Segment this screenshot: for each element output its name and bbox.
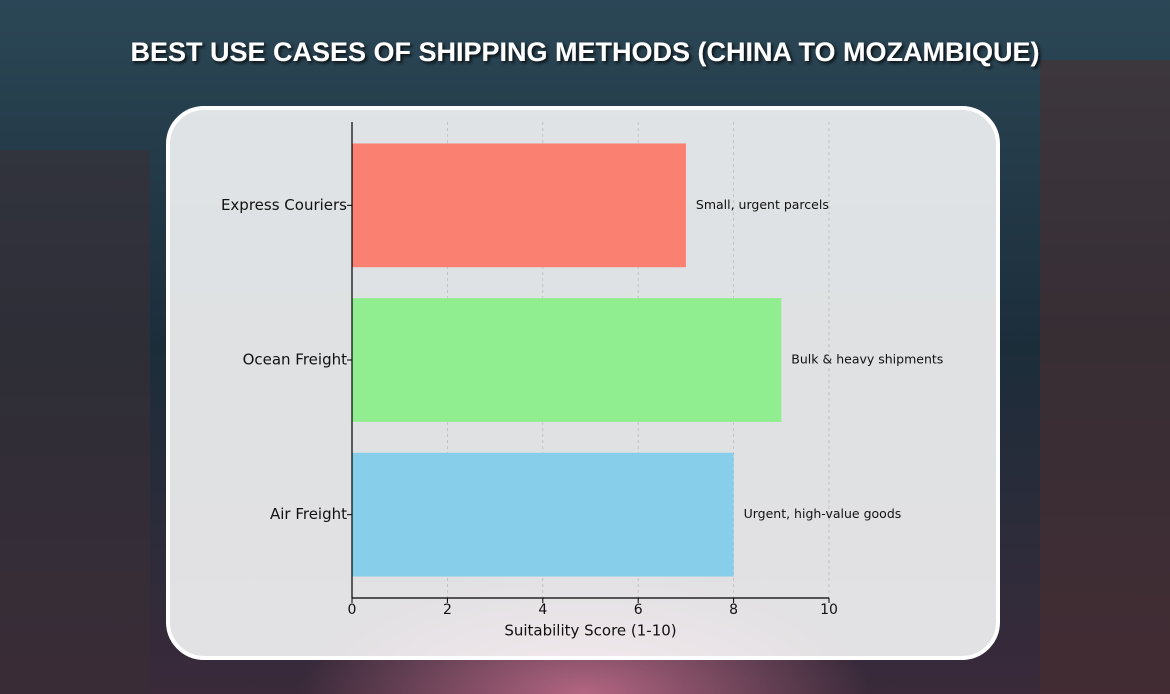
bar-annotation: Urgent, high-value goods <box>744 506 902 521</box>
y-tick-label: Express Couriers <box>221 196 347 214</box>
plot-area: 0 2 4 6 8 10 Small, urgent parcels Express Cour… <box>221 122 943 640</box>
x-tick-label: 6 <box>634 602 643 618</box>
bar-annotation: Bulk & heavy shipments <box>791 352 943 367</box>
bar-annotation: Small, urgent parcels <box>696 197 829 212</box>
x-tick-label: 10 <box>820 602 838 618</box>
x-tick-label: 4 <box>538 602 547 618</box>
bar <box>352 298 782 422</box>
x-tick-label: 2 <box>443 602 452 618</box>
x-tick-label: 8 <box>729 602 738 618</box>
chart-title: BEST USE CASES OF SHIPPING METHODS (CHIN… <box>130 37 1039 67</box>
x-tick-label: 0 <box>348 602 357 618</box>
x-axis-label: Suitability Score (1-10) <box>504 622 676 640</box>
container-stack <box>1040 60 1170 694</box>
y-tick-label: Ocean Freight <box>243 351 348 369</box>
y-tick-label: Air Freight <box>270 505 347 523</box>
bar <box>352 452 734 577</box>
bar <box>352 143 686 268</box>
container-stack <box>0 150 150 694</box>
